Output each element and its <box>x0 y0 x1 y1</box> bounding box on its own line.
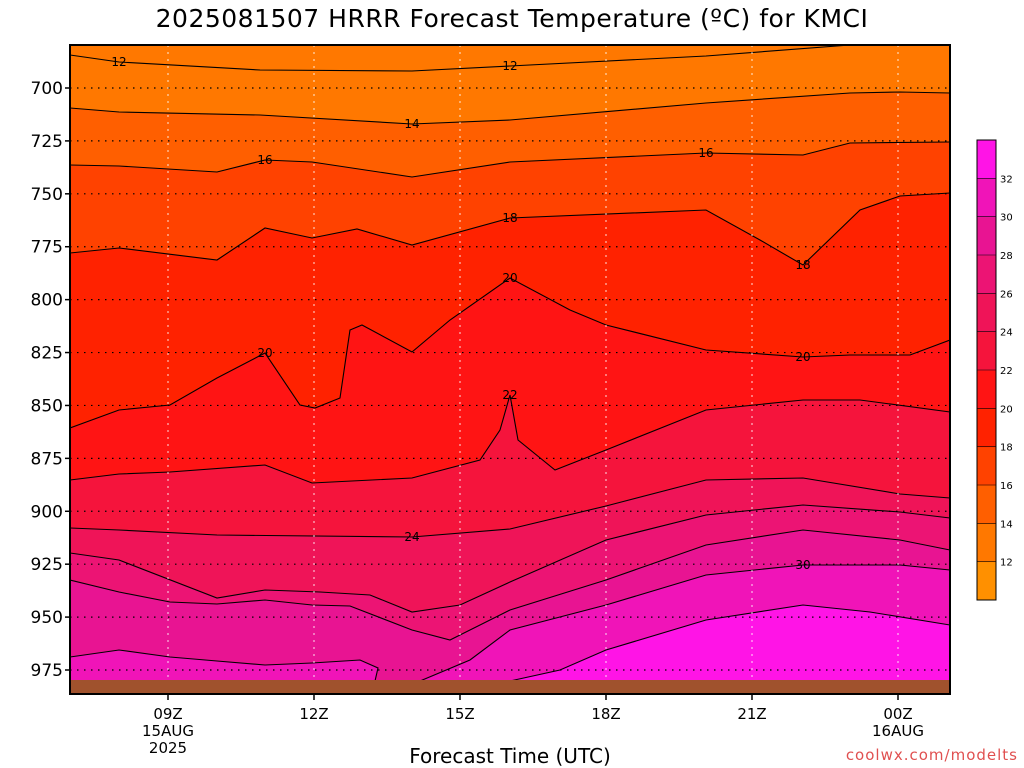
isotherm-14-line <box>70 91 950 125</box>
y-tick-label-825: 825 <box>31 344 63 364</box>
contour-label: 20 <box>257 346 272 360</box>
x-tick-label-21Z: 21Z <box>737 705 766 723</box>
contour-label: 22 <box>502 388 517 402</box>
contour-label: 16 <box>698 146 713 160</box>
y-tick-label-950: 950 <box>31 608 63 628</box>
isotherm-26-line <box>70 504 950 613</box>
contour-label: 30 <box>795 558 810 572</box>
isotherm-18-line <box>70 192 950 266</box>
y-tick-label-750: 750 <box>31 185 63 205</box>
x-tick-label-18Z: 18Z <box>591 705 620 723</box>
isotherm-30-line <box>70 649 379 682</box>
contour-label: 20 <box>502 271 517 285</box>
colorbar-swatch <box>977 446 996 486</box>
colorbar-label-32: 32 <box>1000 174 1013 185</box>
x-tick-sublabel: 16AUG <box>872 722 924 740</box>
isotherm-28-line <box>70 529 950 641</box>
x-tick-label-12Z: 12Z <box>299 705 328 723</box>
contour-label: 18 <box>502 211 517 225</box>
colorbar-label-14: 14 <box>1000 519 1013 530</box>
contour-label: 12 <box>111 55 126 69</box>
y-tick-label-725: 725 <box>31 132 63 152</box>
contour-label: 24 <box>404 530 419 544</box>
x-tick-label-15Z: 15Z <box>445 705 474 723</box>
ground-surface <box>70 680 950 694</box>
colorbar-label-22: 22 <box>1000 366 1013 377</box>
isotherm-22-line <box>70 394 950 484</box>
contour-label: 14 <box>404 117 419 131</box>
band-above-32 <box>510 605 950 682</box>
isotherm-12-line <box>70 45 851 72</box>
colorbar-swatch <box>977 370 996 409</box>
colorbar-label-26: 26 <box>1000 289 1013 300</box>
colorbar-label-16: 16 <box>1000 481 1013 492</box>
colorbar-swatch <box>977 485 996 524</box>
colorbar-label-24: 24 <box>1000 328 1013 339</box>
contour-label: 16 <box>257 153 272 167</box>
chart-title: 2025081507 HRRR Forecast Temperature (ºC… <box>155 4 869 33</box>
colorbar-label-28: 28 <box>1000 251 1013 262</box>
x-tick-sublabel: 15AUG <box>142 722 194 740</box>
colorbar-label-20: 20 <box>1000 404 1013 415</box>
colorbar-swatch <box>977 561 996 601</box>
colorbar-swatch <box>977 331 996 371</box>
credit-text: coolwx.com/modelts <box>845 746 1018 764</box>
colorbar-label-12: 12 <box>1000 558 1013 569</box>
y-tick-label-800: 800 <box>31 291 63 311</box>
colorbar-label-30: 30 <box>1000 213 1013 224</box>
y-tick-label-975: 975 <box>31 661 63 681</box>
colorbar-swatch <box>977 140 996 179</box>
y-tick-label-700: 700 <box>31 79 63 99</box>
colorbar-label-18: 18 <box>1000 443 1013 454</box>
y-tick-label-775: 775 <box>31 238 63 258</box>
colorbar-swatch <box>977 178 996 218</box>
contour-label: 18 <box>795 258 810 272</box>
isotherm-30-line <box>419 564 950 682</box>
colorbar-swatch <box>977 408 996 448</box>
y-tick-label-900: 900 <box>31 502 63 522</box>
y-tick-label-875: 875 <box>31 449 63 469</box>
contour-label: 12 <box>502 59 517 73</box>
colorbar-swatch <box>977 523 996 563</box>
colorbar-swatch <box>977 293 996 333</box>
plot-frame <box>69 44 951 695</box>
isotherm-20-line <box>70 277 950 429</box>
contour-label: 20 <box>795 350 810 364</box>
x-axis-label: Forecast Time (UTC) <box>409 744 611 768</box>
band-above-30-left <box>70 650 378 682</box>
colorbar-swatch <box>977 216 996 256</box>
x-tick-label-00Z: 00Z <box>883 705 912 723</box>
colorbar-swatch <box>977 255 996 294</box>
isotherm-16-line <box>70 141 950 178</box>
y-tick-label-925: 925 <box>31 555 63 575</box>
x-tick-sublabel: 2025 <box>149 739 187 757</box>
y-tick-label-850: 850 <box>31 396 63 416</box>
isotherm-24-line <box>70 477 950 538</box>
x-tick-label-09Z: 09Z <box>153 705 182 723</box>
